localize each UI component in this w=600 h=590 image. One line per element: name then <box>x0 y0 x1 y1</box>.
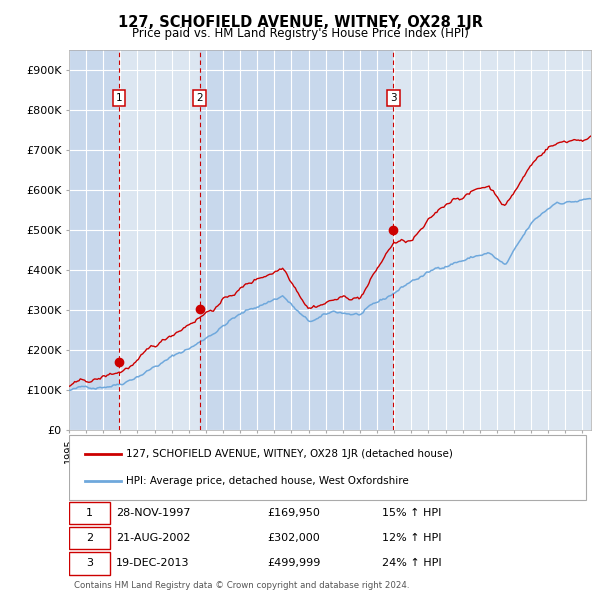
Text: Price paid vs. HM Land Registry's House Price Index (HPI): Price paid vs. HM Land Registry's House … <box>131 27 469 40</box>
Text: 1: 1 <box>86 508 93 518</box>
FancyBboxPatch shape <box>69 552 110 575</box>
Text: 2: 2 <box>86 533 93 543</box>
Text: 3: 3 <box>390 93 397 103</box>
Text: 21-AUG-2002: 21-AUG-2002 <box>116 533 190 543</box>
Text: 24% ↑ HPI: 24% ↑ HPI <box>382 558 442 568</box>
Text: 2: 2 <box>196 93 203 103</box>
Text: £302,000: £302,000 <box>268 533 320 543</box>
Text: Contains HM Land Registry data © Crown copyright and database right 2024.: Contains HM Land Registry data © Crown c… <box>74 581 410 590</box>
Text: 19-DEC-2013: 19-DEC-2013 <box>116 558 190 568</box>
FancyBboxPatch shape <box>69 502 110 525</box>
Text: 28-NOV-1997: 28-NOV-1997 <box>116 508 190 518</box>
Text: HPI: Average price, detached house, West Oxfordshire: HPI: Average price, detached house, West… <box>127 476 409 486</box>
Bar <box>200 50 394 430</box>
Bar <box>69 50 119 430</box>
Bar <box>119 50 200 430</box>
Text: 15% ↑ HPI: 15% ↑ HPI <box>382 508 442 518</box>
Text: 12% ↑ HPI: 12% ↑ HPI <box>382 533 442 543</box>
Text: 127, SCHOFIELD AVENUE, WITNEY, OX28 1JR (detached house): 127, SCHOFIELD AVENUE, WITNEY, OX28 1JR … <box>127 448 453 458</box>
FancyBboxPatch shape <box>69 527 110 549</box>
FancyBboxPatch shape <box>69 435 586 500</box>
Text: 127, SCHOFIELD AVENUE, WITNEY, OX28 1JR: 127, SCHOFIELD AVENUE, WITNEY, OX28 1JR <box>118 15 482 30</box>
Text: 3: 3 <box>86 558 93 568</box>
Bar <box>394 50 591 430</box>
Text: 1: 1 <box>115 93 122 103</box>
Text: £169,950: £169,950 <box>268 508 320 518</box>
Text: £499,999: £499,999 <box>268 558 321 568</box>
